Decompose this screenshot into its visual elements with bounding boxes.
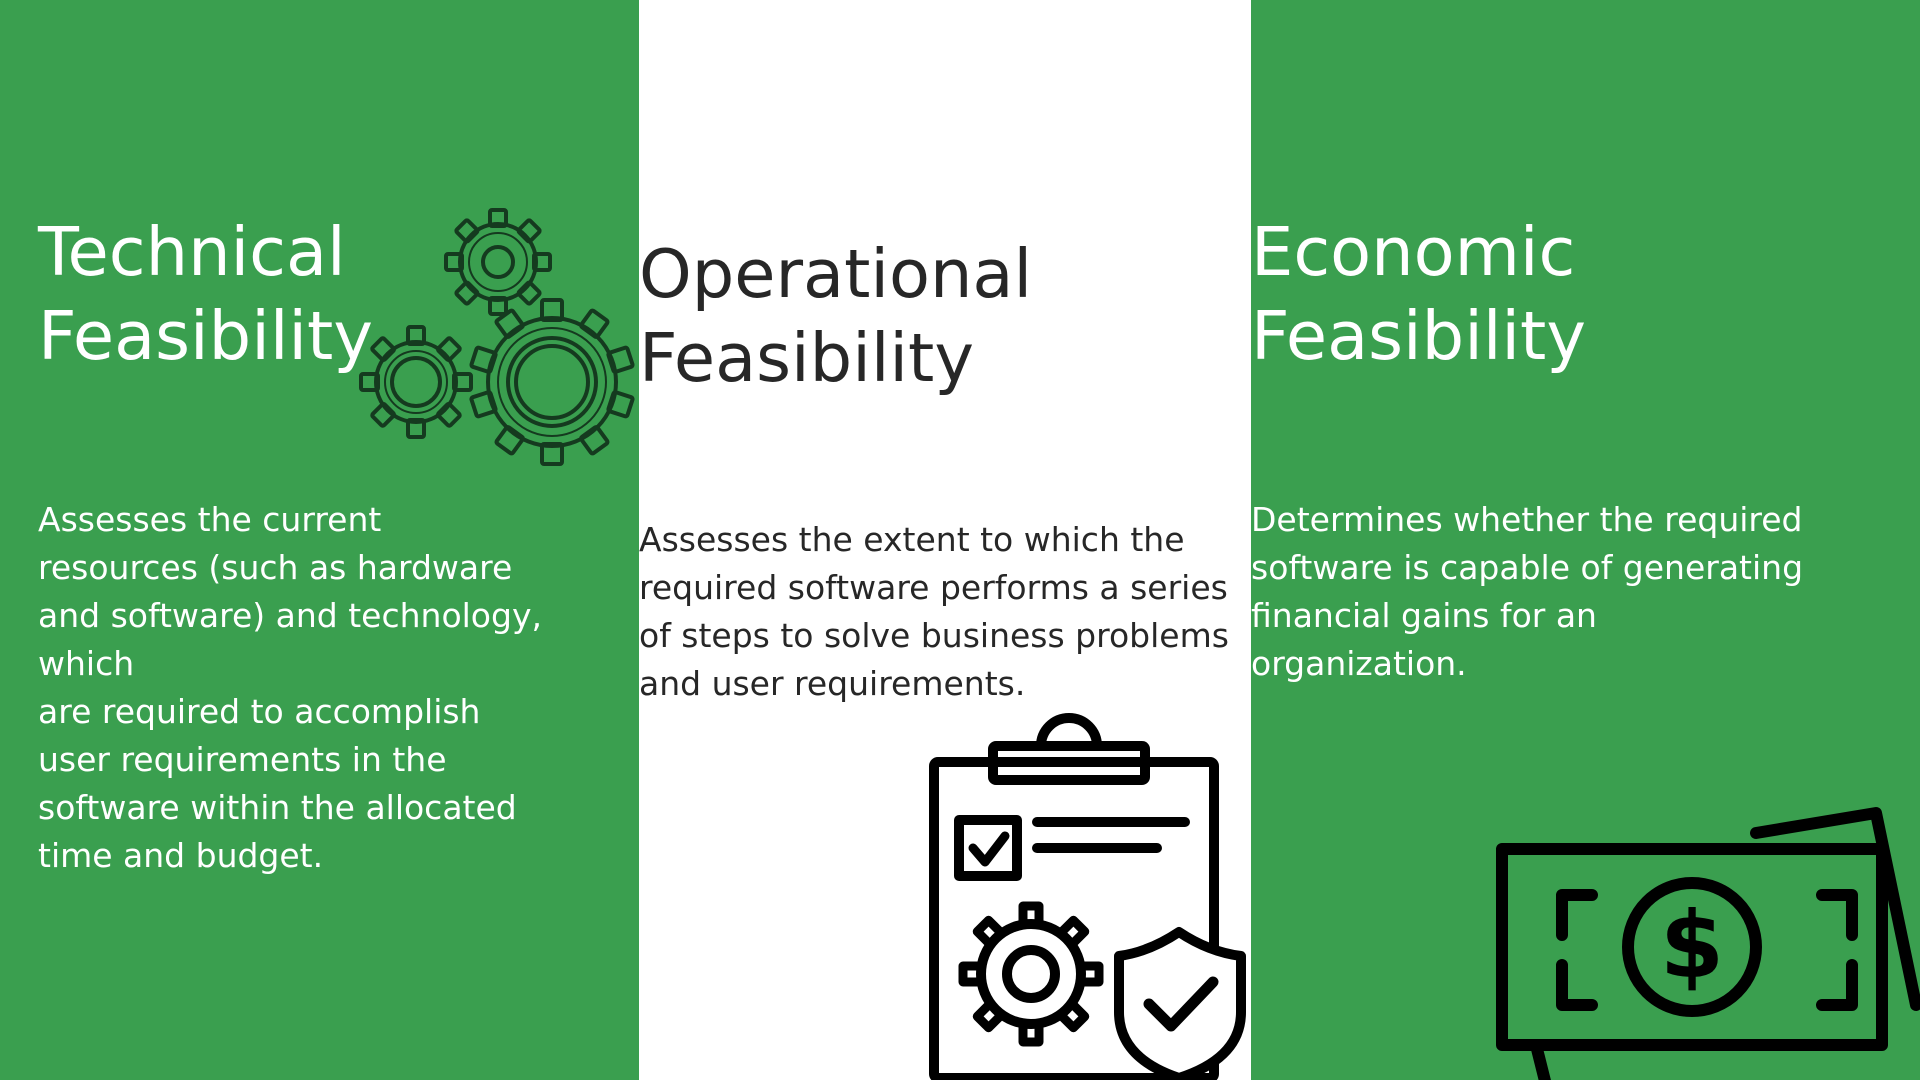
technical-description: Assesses the current resources (such as …: [38, 500, 542, 875]
operational-title: Operational Feasibility: [639, 235, 1033, 397]
money-bill-dollar-icon: $: [1496, 807, 1920, 1080]
economic-description: Determines whether the required software…: [1251, 500, 1804, 683]
clipboard-checklist-gear-shield-icon: [929, 713, 1246, 1080]
economic-panel: Economic Feasibility Determines whether …: [1251, 0, 1920, 1080]
operational-description: Assesses the extent to which the require…: [639, 520, 1229, 703]
technical-panel: Technical Feasibility Assesses the curre…: [0, 0, 639, 1080]
gears-icon: [359, 208, 636, 466]
svg-text:$: $: [1660, 892, 1724, 999]
operational-panel: Operational Feasibility Assesses the ext…: [639, 0, 1251, 1080]
economic-title: Economic Feasibility: [1251, 213, 1586, 375]
technical-title: Technical Feasibility: [38, 213, 373, 375]
